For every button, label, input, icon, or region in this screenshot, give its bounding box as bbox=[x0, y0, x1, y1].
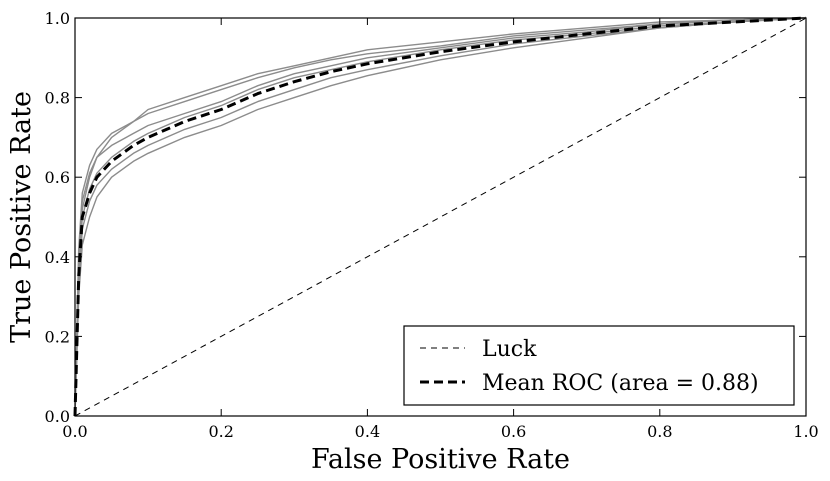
x-tick-label: 0.0 bbox=[62, 422, 87, 441]
y-tick-label: 0.4 bbox=[45, 248, 70, 267]
y-tick-label: 0.6 bbox=[45, 168, 70, 187]
y-tick-label: 1.0 bbox=[45, 9, 70, 28]
y-tick-label: 0.8 bbox=[45, 89, 70, 108]
x-tick-label: 0.4 bbox=[355, 422, 380, 441]
fold-roc-curve-2 bbox=[74, 17, 807, 417]
fold-roc-curve-1 bbox=[74, 17, 807, 417]
y-tick-label: 0.0 bbox=[45, 407, 70, 426]
x-axis-label: False Positive Rate bbox=[311, 444, 570, 475]
legend-luck-label: Luck bbox=[482, 337, 537, 362]
legend: Luck Mean ROC (area = 0.88) bbox=[403, 325, 795, 406]
y-axis-label: True Positive Rate bbox=[6, 91, 37, 343]
x-tick-label: 1.0 bbox=[793, 422, 818, 441]
fold-roc-curve-4 bbox=[74, 17, 807, 417]
x-tick-label: 0.8 bbox=[647, 422, 672, 441]
legend-mean-label: Mean ROC (area = 0.88) bbox=[482, 371, 759, 396]
x-tick-label: 0.6 bbox=[501, 422, 526, 441]
legend-box bbox=[403, 325, 795, 406]
luck-line bbox=[74, 17, 807, 417]
fold-roc-curve-3 bbox=[74, 17, 807, 417]
y-tick-label: 0.2 bbox=[45, 327, 70, 346]
plot-lines bbox=[73, 16, 807, 417]
mean-roc-curve bbox=[73, 16, 807, 417]
plot-frame bbox=[74, 17, 807, 417]
x-tick-label: 0.2 bbox=[208, 422, 233, 441]
fold-roc-curve-5 bbox=[74, 17, 807, 417]
axis-ticks: 0.0 0.2 0.4 0.6 0.8 1.0 0.0 0.2 0.4 0.6 0.8 1.0 bbox=[45, 9, 819, 441]
